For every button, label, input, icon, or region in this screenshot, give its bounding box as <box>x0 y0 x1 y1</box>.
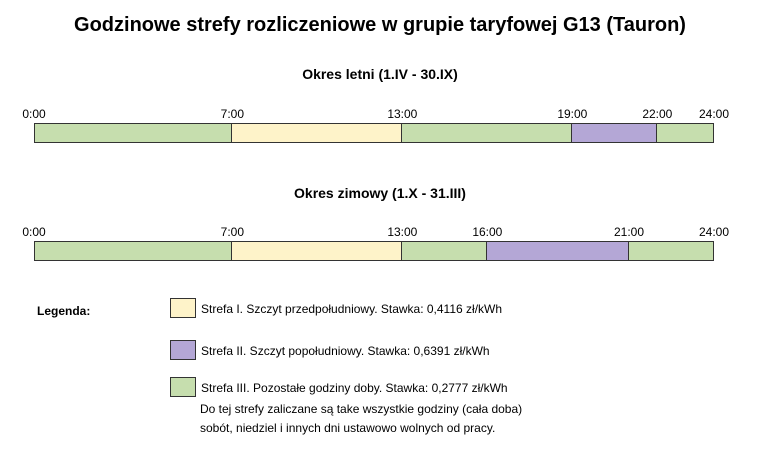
time-tick-label: 7:00 <box>220 107 245 121</box>
zone-segment-zone3 <box>401 123 572 143</box>
zone-segment-zone3 <box>34 241 232 261</box>
time-tick-label: 24:00 <box>698 107 730 121</box>
winter-period-title: Okres zimowy (1.X - 31.III) <box>294 185 466 201</box>
time-tick-label: 22:00 <box>642 107 673 121</box>
time-tick-label: 21:00 <box>613 225 645 239</box>
summer-zone-bar <box>34 123 714 143</box>
legend-swatch-zone3 <box>170 377 196 397</box>
legend-swatch-zone2 <box>170 340 196 360</box>
winter-zone-bar <box>34 241 714 261</box>
legend-label-zone2: Strefa II. Szczyt popołudniowy. Stawka: … <box>201 344 490 358</box>
time-tick-label: 13:00 <box>387 225 418 239</box>
legend-heading: Legenda: <box>37 304 91 318</box>
time-tick-label: 19:00 <box>557 107 588 121</box>
time-tick-label: 0:00 <box>22 225 46 239</box>
time-tick-label: 13:00 <box>387 107 418 121</box>
zone-segment-zone2 <box>486 241 629 261</box>
legend-note-line1: Do tej strefy zaliczane są take wszystki… <box>200 402 523 416</box>
zone-segment-zone1 <box>231 241 402 261</box>
time-tick-label: 24:00 <box>698 225 730 239</box>
zone-segment-zone2 <box>571 123 657 143</box>
zone-segment-zone3 <box>401 241 487 261</box>
legend-swatch-zone1 <box>170 298 196 318</box>
zone-segment-zone1 <box>231 123 402 143</box>
time-tick-label: 7:00 <box>220 225 245 239</box>
summer-period-title: Okres letni (1.IV - 30.IX) <box>302 66 458 82</box>
zone-segment-zone3 <box>34 123 232 143</box>
legend-label-zone3: Strefa III. Pozostałe godziny doby. Staw… <box>201 381 508 395</box>
diagram-title: Godzinowe strefy rozliczeniowe w grupie … <box>74 14 686 36</box>
time-tick-label: 0:00 <box>22 107 46 121</box>
legend-label-zone1: Strefa I. Szczyt przedpołudniowy. Stawka… <box>201 302 503 316</box>
legend-note-line2: sobót, niedziel i innych dni ustawowo wo… <box>200 421 496 435</box>
time-tick-label: 16:00 <box>472 225 503 239</box>
zone-segment-zone3 <box>628 241 714 261</box>
zone-segment-zone3 <box>656 123 714 143</box>
